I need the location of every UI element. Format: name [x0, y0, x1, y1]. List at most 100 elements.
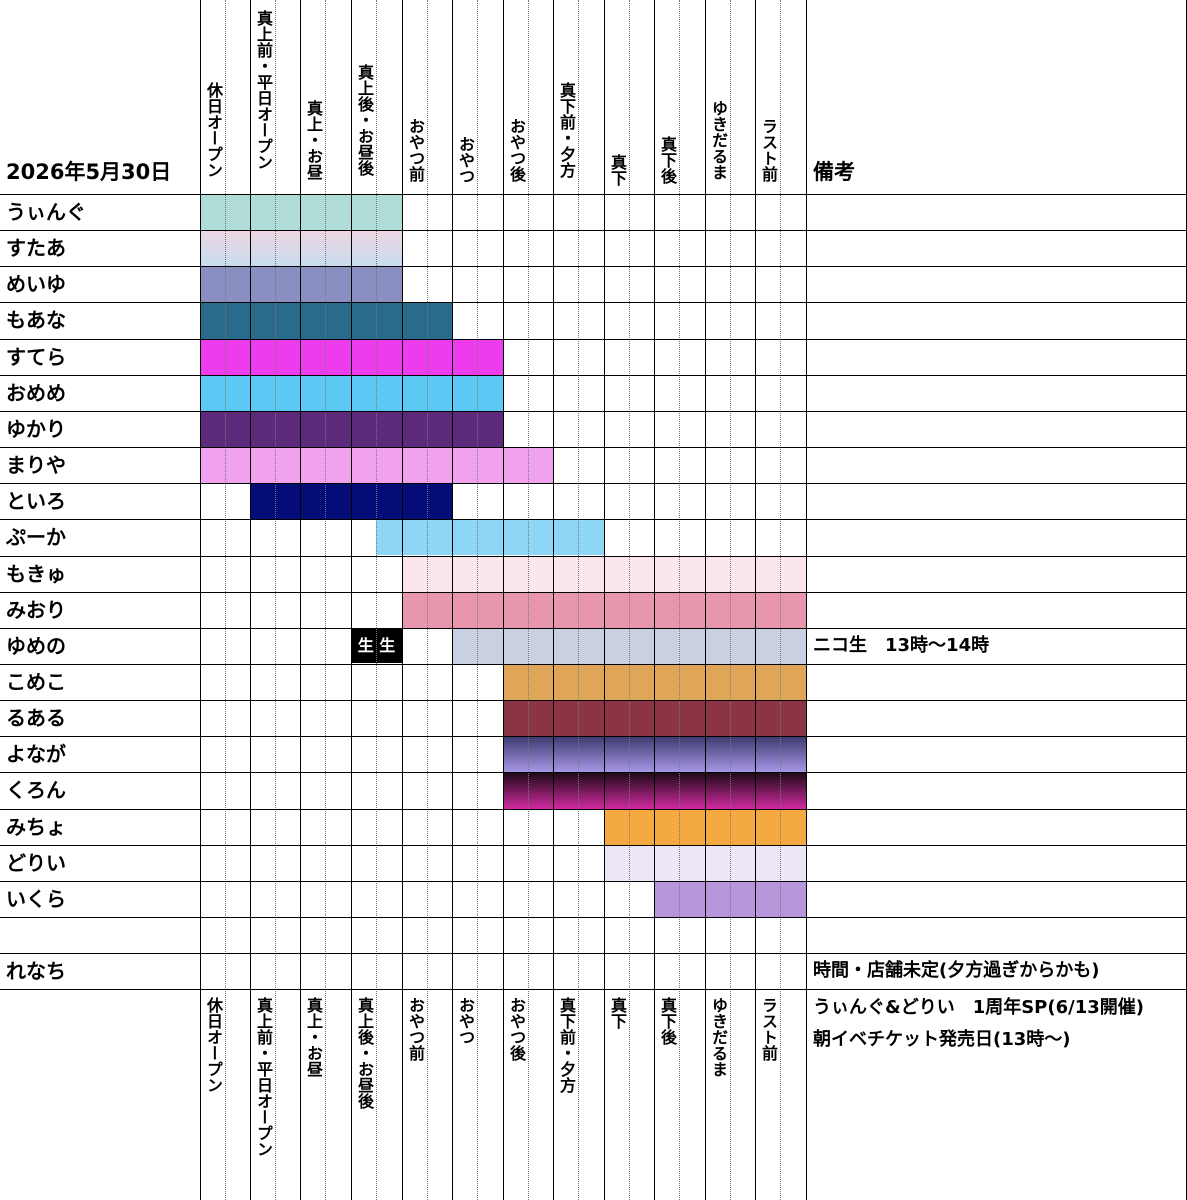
row-border [0, 808, 1187, 810]
row-name: すてら [6, 344, 67, 369]
remarks-header: 備考 [813, 160, 855, 184]
footer-note-2: 朝イベチケット発売日(13時〜) [813, 1029, 1071, 1050]
column-divider [730, 0, 731, 1200]
row-name: といろ [6, 489, 66, 514]
column-divider [528, 0, 529, 1200]
column-border [806, 0, 807, 1200]
schedule-cell [376, 519, 402, 556]
column-header: ラスト前 [759, 118, 778, 182]
column-border [604, 0, 605, 1200]
row-border [0, 483, 1187, 485]
row-name: れなち [6, 959, 66, 984]
column-divider [275, 0, 276, 1200]
column-footer: ゆきだるま [709, 997, 728, 1078]
column-footer: 真上・お昼 [304, 997, 323, 1078]
column-footer: 真下前・夕方 [557, 997, 576, 1094]
row-name: ゆかり [6, 416, 66, 441]
row-border [0, 519, 1187, 521]
column-border [300, 0, 301, 1200]
column-footer: 真下 [608, 997, 627, 1030]
column-footer: 真下後 [658, 997, 677, 1046]
column-border [705, 0, 706, 1200]
row-remark: 時間・店舗未定(夕方過ぎからかも) [813, 960, 1100, 982]
row-border [0, 989, 1187, 991]
column-header: 真下前・夕方 [557, 82, 576, 178]
row-name: みちょ [6, 814, 66, 839]
row-border [0, 447, 1187, 449]
column-divider [427, 0, 428, 1200]
row-border [0, 230, 1187, 232]
row-remark: ニコ生 13時〜14時 [813, 634, 990, 656]
row-border [0, 736, 1187, 738]
column-header: ゆきだるま [709, 100, 728, 180]
column-border [200, 0, 201, 1200]
column-header: 真上前・平日オープン [254, 10, 273, 170]
row-border [0, 555, 1187, 557]
column-divider [629, 0, 630, 1200]
row-border [0, 917, 1187, 918]
column-footer: ラスト前 [759, 997, 778, 1062]
footer-note-1: うぃんぐ&どりい 1周年SP(6/13開催) [813, 997, 1144, 1018]
row-border [0, 880, 1187, 882]
row-border [0, 772, 1187, 774]
row-name: みおり [6, 597, 66, 622]
row-name: よなが [6, 742, 66, 767]
row-border [0, 374, 1187, 376]
row-name: めいゆ [6, 272, 66, 297]
column-header: 真下 [608, 154, 627, 186]
row-border [0, 410, 1187, 412]
row-border [0, 591, 1187, 593]
row-name: こめこ [6, 669, 66, 694]
column-border [351, 0, 352, 1200]
column-footer: 真上後・お昼後 [355, 997, 374, 1110]
page-title: 2026年5月30日 [6, 160, 172, 184]
column-divider [376, 0, 377, 1200]
column-footer: おやつ後 [507, 997, 526, 1062]
column-border [503, 0, 504, 1200]
row-name: ぷーか [6, 525, 66, 550]
column-footer: 休日オープン [204, 997, 223, 1094]
column-header: おやつ後 [507, 118, 526, 182]
row-name: もきゅ [6, 561, 66, 586]
column-footer: 真上前・平日オープン [254, 997, 273, 1158]
column-border [654, 0, 655, 1200]
row-name: おめめ [6, 380, 66, 405]
row-name: うぃんぐ [6, 200, 86, 224]
column-footer: おやつ前 [406, 997, 425, 1062]
column-divider [477, 0, 478, 1200]
column-header: おやつ前 [406, 118, 425, 182]
column-header: 真上後・お昼後 [355, 64, 374, 176]
row-name: ゆめの [6, 633, 66, 658]
column-header: おやつ [456, 136, 475, 184]
column-border [402, 0, 403, 1200]
column-header: 真下後 [658, 136, 677, 184]
column-divider [225, 0, 226, 1200]
row-name: くろん [6, 778, 66, 803]
row-border [0, 700, 1187, 702]
row-border [0, 338, 1187, 340]
column-divider [780, 0, 781, 1200]
row-border [0, 627, 1187, 629]
row-name: まりや [6, 453, 66, 478]
column-divider [578, 0, 579, 1200]
row-border [0, 194, 1187, 195]
column-border [755, 0, 756, 1200]
row-border [0, 663, 1187, 665]
column-divider [325, 0, 326, 1200]
row-name: るある [6, 706, 66, 731]
row-border [0, 953, 1187, 955]
row-border [0, 844, 1187, 846]
column-border [553, 0, 554, 1200]
column-header: 真上・お昼 [304, 100, 323, 180]
row-border [0, 302, 1187, 304]
row-name: すたあ [6, 236, 66, 261]
row-border [0, 266, 1187, 268]
column-header: 休日オープン [204, 82, 223, 178]
row-name: もあな [6, 308, 66, 333]
row-name: どりい [6, 850, 66, 875]
column-border [250, 0, 251, 1200]
row-name: いくら [6, 886, 66, 911]
column-divider [679, 0, 680, 1200]
column-footer: おやつ [456, 997, 475, 1046]
